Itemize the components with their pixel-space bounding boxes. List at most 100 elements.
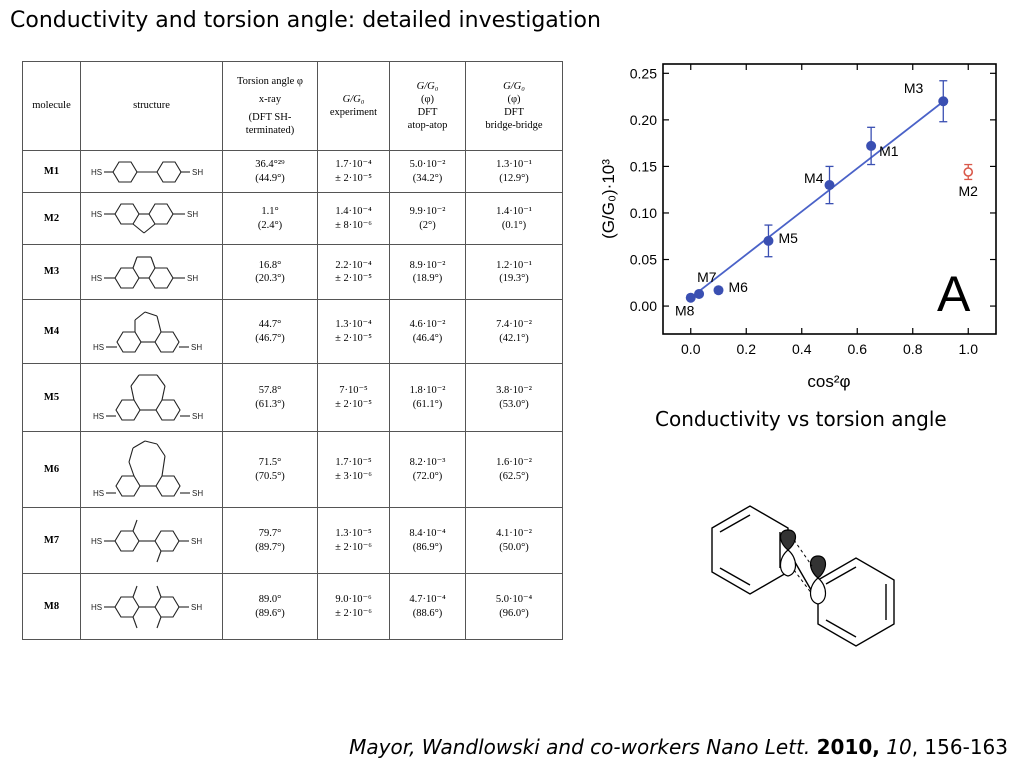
data-point: [713, 285, 724, 296]
header-g-bridge-line: G/G₀: [503, 80, 525, 92]
data-point: [866, 140, 877, 151]
orbital-overlap-dash: [793, 569, 813, 595]
torsion-xray: 79.7°: [258, 528, 282, 540]
y-axis-label: (G/G₀)·10³: [599, 159, 618, 239]
structure-label: HS: [91, 537, 102, 546]
torsion-dft: (89.7°): [255, 541, 285, 553]
structure-m5-icon: HS SH: [93, 373, 203, 421]
torsion-cell: 36.4°²⁹ (44.9°): [222, 150, 318, 193]
x-tick-label: 0.4: [792, 341, 812, 357]
y-tick-label: 0.05: [630, 252, 657, 268]
x-axis-label: cos²φ: [807, 372, 850, 391]
data-point: [685, 292, 696, 303]
g-atop-cell: 8.2·10⁻³ (72.0°): [389, 431, 466, 508]
g-bridge-cell: 3.8·10⁻² (53.0°): [465, 363, 563, 432]
g-atop-cell: 9.9·10⁻² (2°): [389, 192, 466, 245]
torsion-xray: 1.1°: [261, 206, 279, 218]
header-g-atop-line: atop-atop: [407, 120, 448, 132]
g-atop-cell: 4.7·10⁻⁴ (88.6°): [389, 573, 466, 640]
g-exp-value: 2.2·10⁻⁴: [335, 259, 372, 271]
g-bridge-angle: (62.5°): [499, 470, 529, 482]
g-exp-cell: 7·10⁻⁵ ± 2·10⁻⁵: [317, 363, 390, 432]
g-exp-error: ± 2·10⁻⁶: [335, 541, 372, 553]
g-bridge-cell: 1.2·10⁻¹ (19.3°): [465, 244, 563, 300]
g-atop-value: 8.9·10⁻²: [409, 259, 446, 271]
x-tick-label: 0.2: [737, 341, 757, 357]
header-g-atop-line: G/G₀: [416, 80, 439, 92]
header-g-bridge-line: (φ): [507, 93, 521, 105]
chart-caption: Conductivity vs torsion angle: [655, 407, 947, 431]
header-g-atop-line: (φ): [420, 93, 435, 105]
torsion-cell: 57.8° (61.3°): [222, 363, 318, 432]
x-tick-label: 1.0: [959, 341, 979, 357]
g-atop-value: 1.8·10⁻²: [409, 385, 446, 397]
table-row: M1 HS SH 36.4°²⁹ (44.9°) 1.7·10⁻⁴ ± 2·10⁻⁵…: [22, 150, 563, 193]
g-atop-angle: (46.4°): [412, 332, 443, 344]
structure-label: SH: [191, 343, 202, 352]
structure-label: SH: [192, 489, 203, 498]
g-exp-error: ± 2·10⁻⁵: [335, 273, 372, 284]
table-row: M6 HS SH: [22, 431, 563, 508]
structure-cell: HS SH: [80, 192, 223, 245]
g-atop-angle: (2°): [419, 219, 436, 231]
structure-cell: HS SH: [80, 299, 223, 364]
point-label: M7: [697, 269, 717, 285]
slide-title: Conductivity and torsion angle: detailed…: [10, 8, 601, 33]
conductance-table: molecule structure Torsion angle φ x-ray…: [22, 61, 563, 640]
g-bridge-cell: 1.6·10⁻² (62.5°): [465, 431, 563, 508]
g-atop-angle: (72.0°): [412, 470, 443, 482]
molecule-cell: M8: [22, 573, 81, 640]
g-atop-angle: (86.9°): [412, 541, 443, 553]
header-g-atop: G/G₀ (φ) DFT atop-atop: [389, 61, 466, 151]
g-exp-value: 1.3·10⁻⁴: [335, 319, 372, 331]
torsion-dft: (46.7°): [255, 332, 285, 344]
g-atop-value: 9.9·10⁻²: [409, 206, 446, 218]
structure-cell: HS SH: [80, 363, 223, 432]
structure-cell: HS SH: [80, 573, 223, 640]
g-bridge-cell: 1.3·10⁻¹ (12.9°): [465, 150, 563, 193]
point-label: M5: [778, 230, 798, 246]
structure-m2-icon: HS SH: [91, 202, 198, 233]
g-bridge-value: 1.4·10⁻¹: [496, 206, 532, 218]
y-tick-label: 0.15: [630, 158, 657, 174]
g-exp-cell: 1.3·10⁻⁴ ± 2·10⁻⁵: [317, 299, 390, 364]
g-exp-value: 1.3·10⁻⁵: [335, 528, 372, 540]
torsion-xray: 71.5°: [258, 457, 282, 469]
g-bridge-value: 3.8·10⁻²: [496, 385, 532, 397]
g-bridge-cell: 5.0·10⁻⁴ (96.0°): [465, 573, 563, 640]
torsion-dft: (89.6°): [255, 607, 285, 619]
table-row: M3 HS SH 16.8° (20.3°): [22, 244, 563, 300]
g-bridge-value: 1.3·10⁻¹: [496, 159, 532, 171]
x-tick-label: 0.0: [681, 341, 701, 357]
structure-label: SH: [191, 537, 202, 546]
torsion-cell: 16.8° (20.3°): [222, 244, 318, 300]
conductance-scatter-chart: 0.0 0.2 0.4 0.6 0.8 1.0 0.00 0.05 0.10 0.15 0.20 0.…: [599, 63, 997, 391]
g-bridge-angle: (53.0°): [499, 398, 529, 410]
header-torsion-line: (DFT SH-: [248, 112, 292, 123]
g-atop-value: 4.6·10⁻²: [409, 319, 446, 331]
y-tick-label: 0.20: [630, 112, 657, 128]
structure-m7-icon: HS SH: [91, 519, 202, 562]
g-atop-cell: 1.8·10⁻² (61.1°): [389, 363, 466, 432]
torsion-dft: (61.3°): [255, 398, 285, 410]
torsion-dft: (44.9°): [255, 172, 285, 184]
y-tick-label: 0.10: [630, 205, 657, 221]
x-tick-label: 0.8: [903, 341, 923, 357]
chart-fit-line: [690, 98, 947, 299]
point-label: M8: [675, 303, 695, 319]
p-orbital-right-icon: [809, 555, 827, 605]
header-torsion-line: Torsion angle φ: [237, 75, 303, 87]
g-bridge-cell: 7.4·10⁻² (42.1°): [465, 299, 563, 364]
molecule-cell: M3: [22, 244, 81, 300]
structure-label: SH: [192, 412, 203, 421]
torsion-dft: (20.3°): [255, 273, 285, 284]
point-label: M1: [879, 143, 899, 159]
table-header-row: molecule structure Torsion angle φ x-ray…: [22, 61, 563, 151]
g-bridge-angle: (50.0°): [499, 541, 529, 553]
g-exp-value: 1.4·10⁻⁴: [335, 206, 372, 218]
g-exp-error: ± 2·10⁻⁶: [335, 607, 372, 619]
conductance-table-panel: molecule structure Torsion angle φ x-ray…: [22, 61, 563, 640]
molecule-cell: M1: [22, 150, 81, 193]
g-exp-cell: 2.2·10⁻⁴ ± 2·10⁻⁵: [317, 244, 390, 300]
torsion-cell: 79.7° (89.7°): [222, 507, 318, 574]
